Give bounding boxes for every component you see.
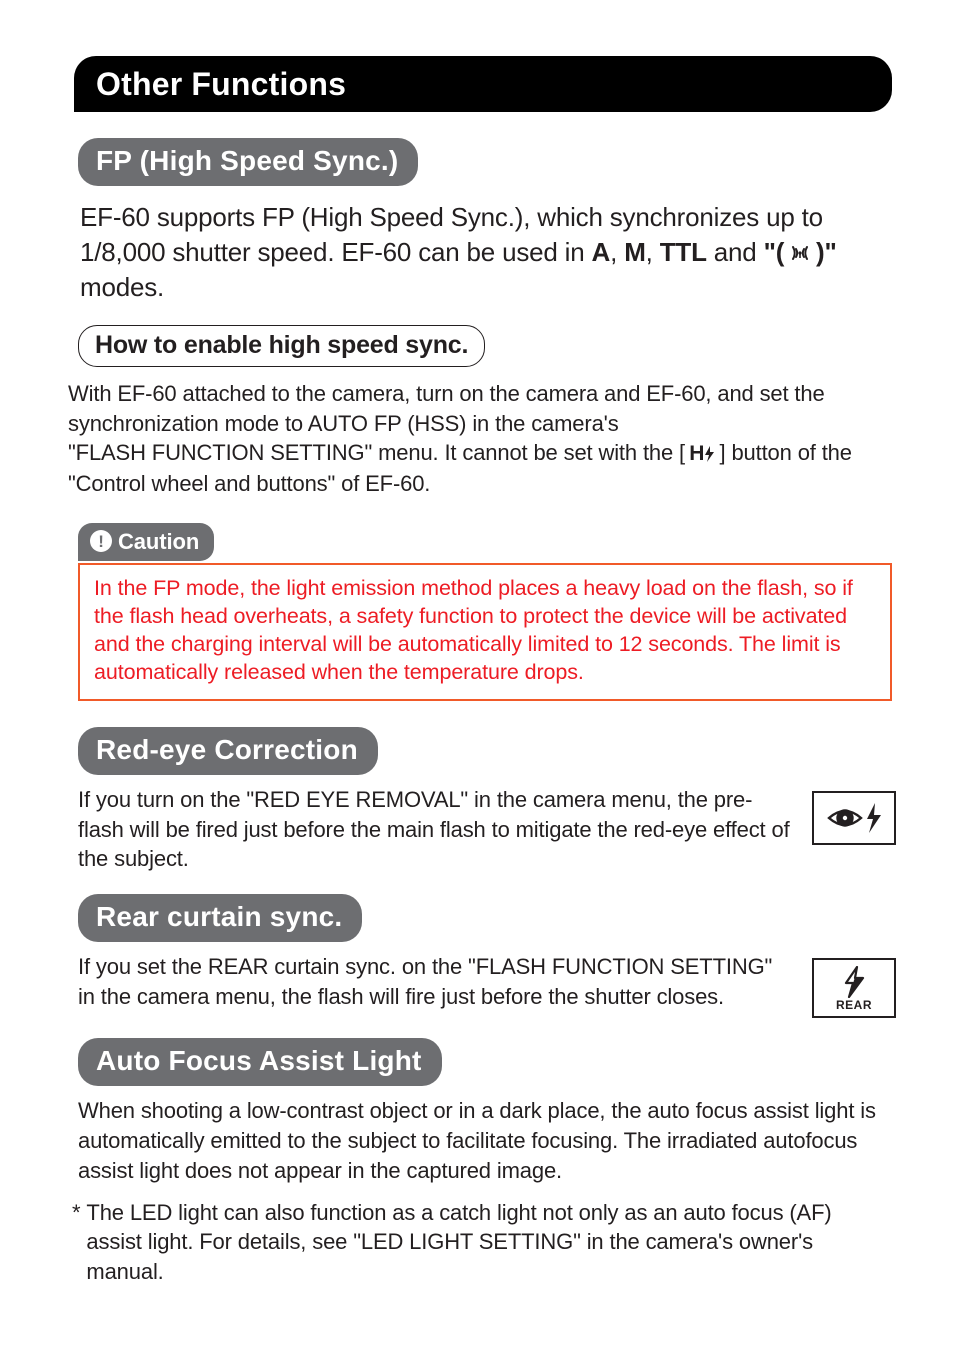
redeye-flash-icon xyxy=(812,791,896,845)
af-footnote: * The LED light can also function as a c… xyxy=(72,1198,892,1286)
wireless-close: )" xyxy=(816,237,837,267)
heading-af: Auto Focus Assist Light xyxy=(78,1038,442,1086)
fp-intro: EF-60 supports FP (High Speed Sync.), wh… xyxy=(80,200,894,304)
rear-icon-label: REAR xyxy=(836,998,872,1014)
section-af: Auto Focus Assist Light When shooting a … xyxy=(78,1038,896,1286)
intro-and: and xyxy=(707,237,764,267)
section-fp: FP (High Speed Sync.) EF-60 supports FP … xyxy=(78,138,896,700)
howto-body-2: "FLASH FUNCTION SETTING" menu. It cannot… xyxy=(68,440,689,465)
footnote-marker: * xyxy=(72,1198,80,1286)
warning-icon: ! xyxy=(90,530,112,552)
mode-m: M xyxy=(624,237,645,267)
howto-body: With EF-60 attached to the camera, turn … xyxy=(68,379,892,499)
redeye-body: If you turn on the "RED EYE REMOVAL" in … xyxy=(78,785,790,875)
section-rear: Rear curtain sync. If you set the REAR c… xyxy=(78,894,896,1018)
page-title-bar: Other Functions xyxy=(74,56,892,112)
mode-ttl: TTL xyxy=(660,237,707,267)
caution-label: Caution xyxy=(118,527,199,556)
caution-tab: ! Caution xyxy=(78,523,214,561)
section-redeye: Red-eye Correction If you turn on the "R… xyxy=(78,727,896,875)
af-body: When shooting a low-contrast object or i… xyxy=(78,1096,892,1186)
footnote-text: The LED light can also function as a cat… xyxy=(86,1198,892,1286)
caution-body: In the FP mode, the light emission metho… xyxy=(94,576,853,684)
caution-box: In the FP mode, the light emission metho… xyxy=(78,563,892,701)
heading-howto: How to enable high speed sync. xyxy=(78,325,485,367)
wireless-icon xyxy=(784,242,816,267)
howto-body-1: With EF-60 attached to the camera, turn … xyxy=(68,381,825,436)
rear-flash-icon: REAR xyxy=(812,958,896,1018)
heading-redeye: Red-eye Correction xyxy=(78,727,378,775)
page-title: Other Functions xyxy=(96,63,892,105)
intro-tail: modes. xyxy=(80,272,164,302)
heading-fp: FP (High Speed Sync.) xyxy=(78,138,418,186)
hss-icon: H xyxy=(689,442,715,465)
mode-a: A xyxy=(592,237,611,267)
rear-body: If you set the REAR curtain sync. on the… xyxy=(78,952,790,1012)
wireless-open: "( xyxy=(764,237,785,267)
heading-rear: Rear curtain sync. xyxy=(78,894,362,942)
